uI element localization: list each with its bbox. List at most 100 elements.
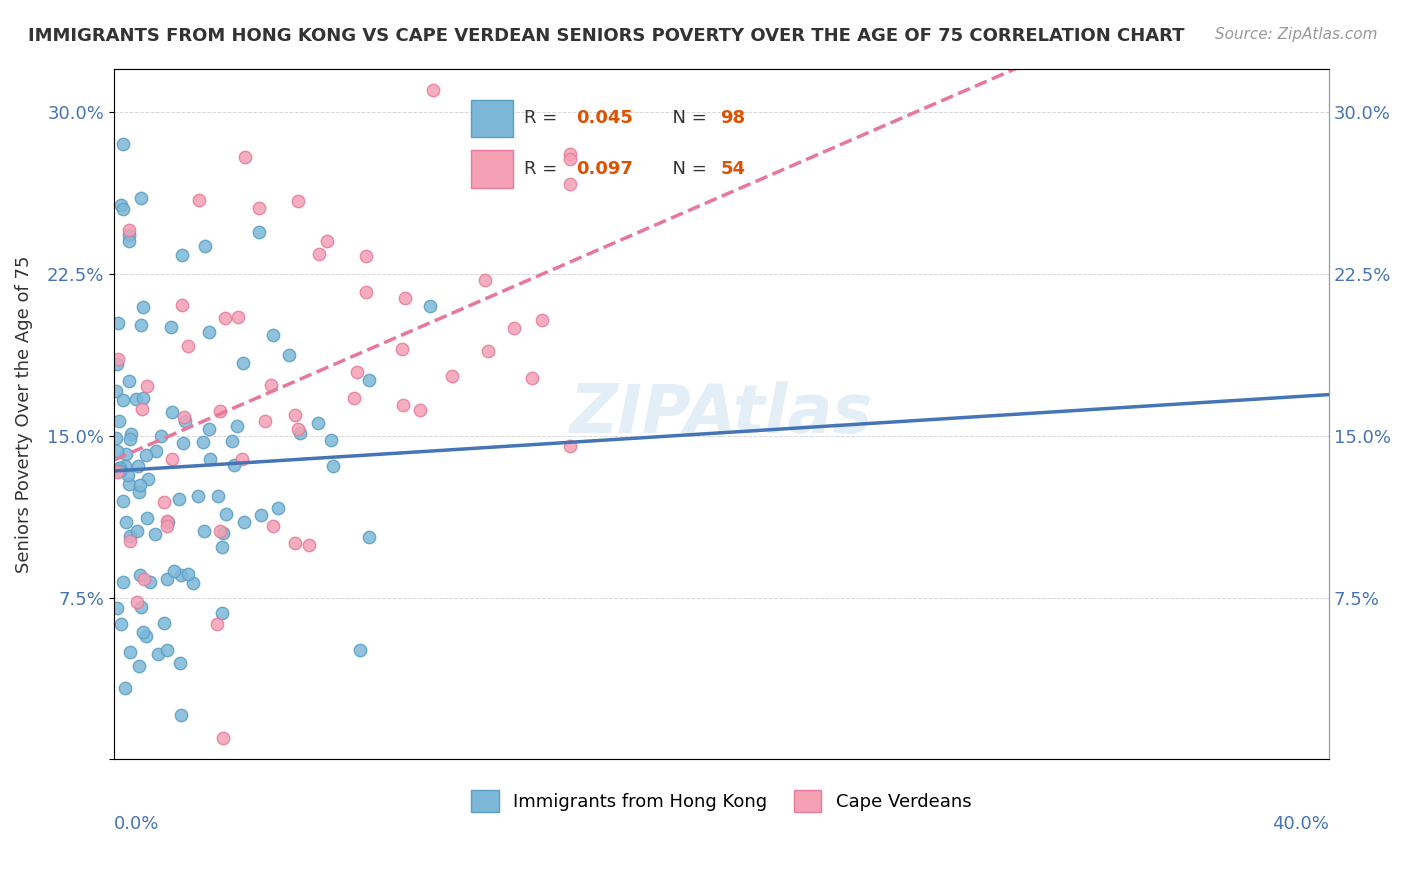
Point (156, 519, 179, 533)
Point (214, 311, 236, 326)
Point (409, 402, 432, 417)
Point (391, 342, 413, 356)
Point (170, 568, 193, 582)
Point (129, 568, 152, 582)
Point (169, 491, 191, 506)
Point (118, 228, 141, 243)
Point (107, 317, 129, 331)
Point (169, 657, 191, 671)
Point (136, 379, 159, 393)
Point (118, 533, 141, 548)
Point (177, 567, 200, 582)
Point (287, 422, 309, 436)
Point (422, 83, 444, 97)
Point (129, 477, 152, 491)
Point (127, 458, 149, 473)
Point (111, 575, 134, 590)
Point (114, 458, 136, 473)
Point (198, 451, 221, 466)
Point (131, 191, 153, 205)
Point (278, 348, 301, 362)
Text: ZIPAtlas: ZIPAtlas (569, 381, 873, 447)
Point (174, 414, 197, 428)
Point (349, 642, 371, 657)
Point (156, 572, 179, 586)
Point (115, 516, 138, 530)
Point (233, 515, 256, 529)
Point (187, 194, 209, 208)
Point (107, 444, 129, 458)
Point (112, 202, 135, 216)
Point (249, 508, 271, 522)
Point (209, 404, 232, 418)
Point (117, 477, 139, 491)
Legend: Immigrants from Hong Kong, Cape Verdeans: Immigrants from Hong Kong, Cape Verdeans (464, 783, 979, 820)
Text: IMMIGRANTS FROM HONG KONG VS CAPE VERDEAN SENIORS POVERTY OVER THE AGE OF 75 COR: IMMIGRANTS FROM HONG KONG VS CAPE VERDEA… (28, 27, 1185, 45)
Point (132, 625, 155, 640)
Point (120, 426, 142, 441)
Point (139, 574, 162, 589)
Point (145, 444, 167, 458)
Point (110, 198, 132, 212)
Point (169, 708, 191, 723)
Text: 0.045: 0.045 (576, 109, 633, 127)
Point (211, 731, 233, 745)
Point (193, 435, 215, 450)
Point (343, 392, 366, 406)
Point (112, 137, 135, 152)
Point (198, 422, 221, 436)
Point (211, 606, 233, 620)
Point (120, 645, 142, 659)
Text: N =: N = (661, 109, 713, 127)
Point (419, 300, 441, 314)
Point (440, 368, 463, 383)
Point (125, 524, 148, 539)
Point (172, 247, 194, 261)
Point (558, 147, 581, 161)
Point (107, 352, 129, 367)
Point (211, 540, 233, 554)
FancyBboxPatch shape (471, 100, 513, 137)
Point (254, 414, 277, 428)
Point (136, 472, 159, 486)
Point (354, 285, 377, 299)
Point (319, 433, 342, 447)
Point (558, 177, 581, 191)
Point (181, 576, 204, 591)
Point (118, 234, 141, 248)
Point (105, 465, 128, 479)
Point (172, 436, 194, 450)
Point (132, 572, 155, 586)
Point (115, 447, 138, 461)
Point (112, 392, 135, 407)
Point (129, 600, 152, 615)
Text: R =: R = (524, 109, 562, 127)
Point (108, 460, 131, 475)
Text: N =: N = (661, 161, 713, 178)
Point (135, 448, 157, 462)
Point (160, 319, 183, 334)
Point (107, 414, 129, 428)
Point (284, 535, 307, 549)
Point (110, 617, 132, 632)
Point (105, 601, 128, 615)
Point (163, 564, 186, 578)
Point (156, 514, 179, 528)
Point (118, 432, 141, 446)
Point (221, 434, 243, 448)
Point (503, 321, 526, 335)
Point (128, 484, 150, 499)
Point (135, 629, 157, 643)
Point (315, 234, 337, 248)
Point (520, 371, 543, 385)
Point (118, 374, 141, 388)
Point (346, 365, 368, 379)
Point (105, 357, 128, 371)
FancyBboxPatch shape (471, 150, 513, 187)
Point (160, 452, 183, 467)
Text: Source: ZipAtlas.com: Source: ZipAtlas.com (1215, 27, 1378, 42)
Y-axis label: Seniors Poverty Over the Age of 75: Seniors Poverty Over the Age of 75 (15, 255, 32, 573)
Point (392, 398, 415, 412)
Point (558, 152, 581, 166)
Point (208, 524, 231, 538)
